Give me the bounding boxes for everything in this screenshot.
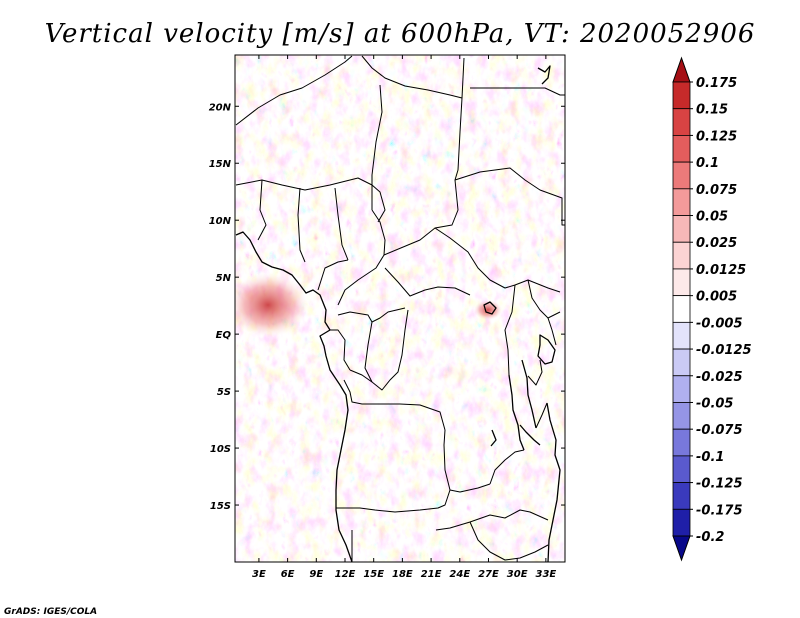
colorbar-swatch bbox=[672, 108, 691, 136]
updraft-region-east bbox=[474, 300, 502, 320]
colorbar-label: 0.0125 bbox=[696, 263, 746, 278]
colorbar: 0.175 0.15 0.125 0.1 0.075 0.05 0.025 0.0125 0.0… bbox=[672, 56, 752, 562]
colorbar-label: 0.005 bbox=[696, 290, 737, 305]
colorbar-swatch bbox=[672, 321, 691, 350]
y-tick-label: EQ bbox=[216, 330, 232, 341]
colorbar-swatch bbox=[672, 455, 691, 483]
x-tick-label: 18E bbox=[392, 569, 413, 580]
strong-updraft-region bbox=[235, 273, 308, 337]
colorbar-swatch bbox=[672, 215, 691, 243]
chart-title: Vertical velocity [m/s] at 600hPa, VT: 2… bbox=[45, 19, 756, 49]
y-tick-label: 5S bbox=[217, 387, 231, 398]
colorbar-swatch bbox=[672, 295, 691, 323]
colorbar-label: 0.05 bbox=[696, 210, 728, 225]
colorbar-label: -0.125 bbox=[696, 477, 743, 492]
x-tick-label: 33E bbox=[535, 569, 556, 580]
colorbar-swatch bbox=[672, 375, 691, 403]
colorbar-swatch bbox=[672, 428, 691, 457]
colorbar-swatch bbox=[672, 188, 691, 216]
colorbar-swatch bbox=[672, 268, 691, 297]
colorbar-swatch bbox=[672, 135, 691, 163]
x-tick-label: 12E bbox=[335, 569, 356, 580]
colorbar-swatch bbox=[672, 348, 691, 377]
x-tick-label: 27E bbox=[478, 569, 499, 580]
x-tick-label: 9E bbox=[309, 569, 323, 580]
y-tick-label: 10S bbox=[210, 444, 231, 455]
colorbar-label: 0.025 bbox=[696, 236, 737, 251]
colorbar-swatch bbox=[672, 81, 691, 110]
colorbar-swatch bbox=[672, 161, 691, 190]
y-axis: 20N 15N 10N 5N EQ 5S 10S 15S bbox=[209, 102, 565, 512]
plot-area bbox=[235, 55, 565, 562]
colorbar-label: -0.075 bbox=[696, 423, 743, 438]
x-tick-label: 24E bbox=[449, 569, 470, 580]
x-tick-label: 6E bbox=[281, 569, 295, 580]
colorbar-label: -0.005 bbox=[696, 316, 743, 331]
colorbar-swatch bbox=[672, 482, 691, 510]
coastlines bbox=[235, 65, 561, 562]
colorbar-label: -0.05 bbox=[696, 396, 733, 411]
footer-credit: GrADS: IGES/COLA bbox=[4, 607, 97, 617]
colorbar-label: -0.2 bbox=[696, 530, 724, 545]
plot-frame bbox=[234, 54, 566, 563]
y-tick-label: 20N bbox=[209, 102, 232, 113]
y-tick-label: 15N bbox=[209, 159, 232, 170]
colorbar-label: 0.125 bbox=[696, 129, 737, 144]
colorbar-extend-max bbox=[672, 56, 691, 83]
x-tick-label: 30E bbox=[507, 569, 528, 580]
colorbar-swatch bbox=[672, 241, 691, 270]
colorbar-label: 0.175 bbox=[696, 76, 737, 91]
colorbar-label: 0.075 bbox=[696, 183, 737, 198]
colorbar-swatch bbox=[672, 402, 691, 430]
colorbar-label: -0.0125 bbox=[696, 343, 752, 358]
colorbar-label: -0.1 bbox=[696, 450, 724, 465]
y-tick-label: 10N bbox=[209, 216, 232, 227]
y-tick-label: 5N bbox=[216, 273, 232, 284]
x-tick-label: 21E bbox=[421, 569, 442, 580]
colorbar-label: 0.1 bbox=[696, 156, 719, 171]
y-tick-label: 15S bbox=[210, 501, 231, 512]
colorbar-extend-min bbox=[672, 535, 691, 562]
colorbar-label: -0.025 bbox=[696, 370, 743, 385]
country-borders bbox=[235, 55, 565, 562]
colorbar-swatch bbox=[672, 508, 691, 537]
x-tick-label: 3E bbox=[252, 569, 266, 580]
x-tick-label: 15E bbox=[363, 569, 384, 580]
colorbar-label: -0.175 bbox=[696, 503, 743, 518]
colorbar-label: 0.15 bbox=[696, 103, 728, 118]
x-axis: 3E 6E 9E 12E 15E 18E 21E 24E 27E 30E 33E bbox=[252, 55, 556, 580]
